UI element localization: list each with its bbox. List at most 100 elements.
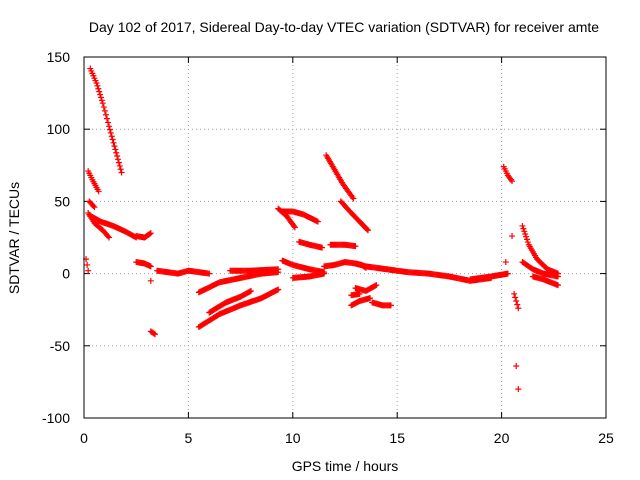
x-axis-label: GPS time / hours [292, 458, 399, 474]
plot-frame [83, 56, 607, 419]
data-point [91, 204, 98, 211]
data-point [515, 386, 522, 393]
data-point [85, 267, 92, 274]
data-point [96, 88, 103, 95]
data-point [502, 259, 509, 266]
data-point [98, 94, 105, 101]
data-point [112, 146, 119, 153]
data-point [105, 233, 112, 240]
x-tick-label: 15 [389, 430, 405, 446]
data-point [115, 159, 122, 166]
data-point [387, 302, 394, 309]
data-point [106, 126, 113, 133]
data-point [321, 270, 328, 277]
data-point [275, 286, 282, 293]
data-point [105, 119, 112, 126]
data-point [93, 79, 100, 86]
data-point [519, 222, 526, 229]
data-point [100, 104, 107, 111]
data-point [102, 111, 109, 118]
data-point [99, 100, 106, 107]
data-point [248, 287, 255, 294]
data-point [364, 227, 371, 234]
y-tick-label: 0 [62, 266, 70, 282]
data-point [509, 233, 516, 240]
data-point [110, 139, 117, 146]
data-point [114, 153, 121, 160]
data-point [522, 230, 529, 237]
data-point [504, 270, 511, 277]
data-point [373, 282, 380, 289]
data-point [84, 261, 91, 268]
data-point [554, 282, 561, 289]
data-points [83, 65, 561, 393]
data-point [106, 123, 113, 130]
y-tick-label: 150 [47, 49, 71, 65]
data-point [356, 290, 363, 297]
data-point [90, 203, 97, 210]
y-axis-ticks: -100 -50 0 50 100 150 [42, 49, 606, 426]
x-tick-label: 10 [285, 430, 301, 446]
data-point [206, 270, 213, 277]
data-point [314, 218, 321, 225]
data-point [107, 129, 114, 136]
data-point [512, 294, 519, 301]
data-point [509, 178, 516, 185]
data-point [101, 107, 108, 114]
data-point [94, 82, 101, 89]
data-point [514, 301, 521, 308]
data-point [275, 266, 282, 273]
data-point [151, 331, 158, 338]
data-point [108, 133, 115, 140]
y-tick-label: -50 [50, 338, 70, 354]
data-point [98, 97, 105, 104]
y-tick-label: 50 [54, 193, 70, 209]
data-point [554, 273, 561, 280]
data-point [115, 156, 122, 163]
data-point [290, 223, 297, 230]
data-point [515, 305, 522, 312]
data-point [147, 277, 154, 284]
data-point [350, 195, 357, 202]
data-point [361, 264, 368, 271]
data-point [113, 149, 120, 156]
data-point [147, 230, 154, 237]
data-point [319, 244, 326, 251]
data-point [103, 115, 110, 122]
chart-title: Day 102 of 2017, Sidereal Day-to-day VTE… [89, 19, 599, 35]
data-point [523, 236, 530, 243]
data-point [364, 226, 371, 233]
grid [84, 57, 606, 418]
data-point [521, 228, 528, 235]
data-point [106, 234, 113, 241]
data-point [146, 230, 153, 237]
data-point [95, 188, 102, 195]
data-point [95, 85, 102, 92]
data-point [111, 143, 118, 150]
y-tick-label: -100 [42, 410, 70, 426]
y-axis-label: SDTVAR / TECUs [6, 182, 22, 294]
data-point [97, 91, 104, 98]
data-point [150, 330, 157, 337]
y-tick-label: 100 [47, 121, 71, 137]
data-point [118, 169, 125, 176]
data-point [367, 295, 374, 302]
data-point [362, 264, 369, 271]
data-point [291, 224, 298, 231]
x-tick-label: 5 [185, 430, 193, 446]
data-point [352, 243, 359, 250]
data-point [520, 225, 527, 232]
data-point [523, 233, 530, 240]
x-tick-label: 0 [80, 430, 88, 446]
data-point [117, 166, 124, 173]
data-point [511, 290, 518, 297]
x-tick-label: 20 [494, 430, 510, 446]
data-point [109, 136, 116, 143]
data-point [147, 263, 154, 270]
x-tick-label: 25 [598, 430, 614, 446]
data-point [524, 239, 531, 246]
data-point [513, 363, 520, 370]
data-point [513, 298, 520, 305]
data-point [116, 162, 123, 169]
